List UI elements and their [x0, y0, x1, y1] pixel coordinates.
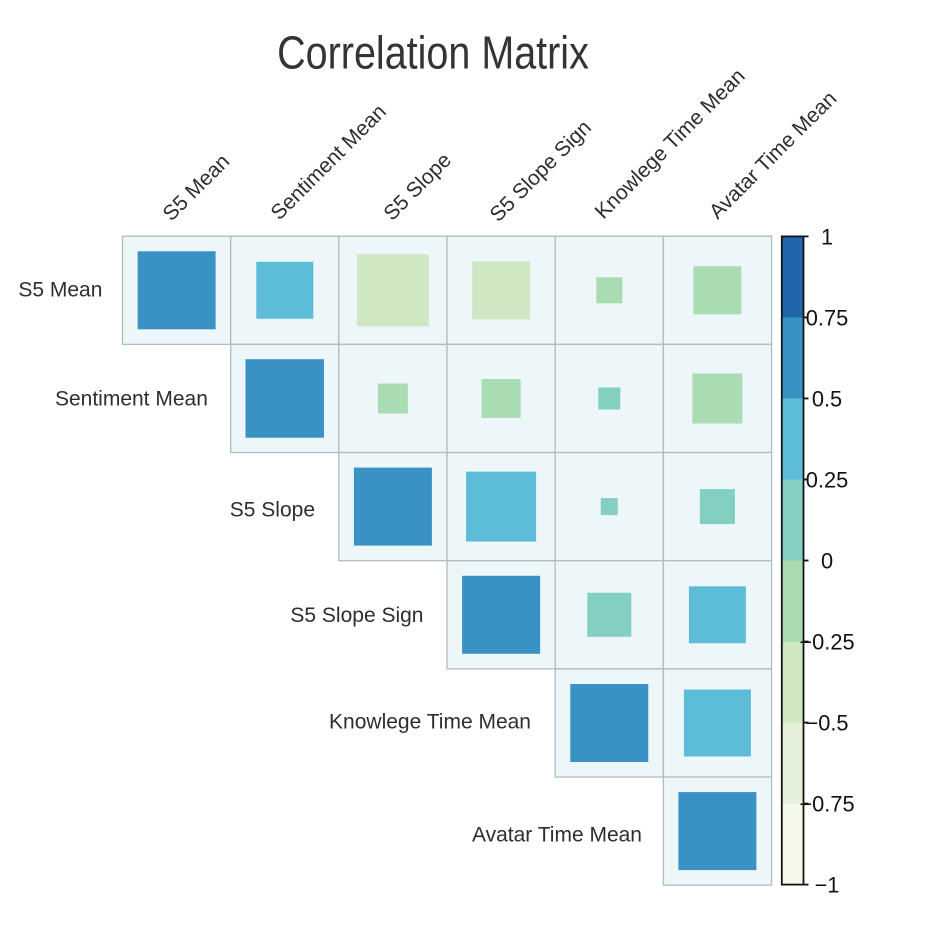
- svg-text:Knowlege Time Mean: Knowlege Time Mean: [329, 711, 531, 734]
- svg-text:1: 1: [821, 225, 833, 250]
- svg-text:−0.5: −0.5: [805, 711, 848, 736]
- svg-text:S5 Slope Sign: S5 Slope Sign: [290, 604, 423, 627]
- svg-text:Correlation Matrix: Correlation Matrix: [277, 28, 589, 79]
- svg-text:S5 Mean: S5 Mean: [18, 278, 102, 301]
- svg-text:0.75: 0.75: [806, 306, 848, 331]
- svg-text:−0.25: −0.25: [799, 630, 854, 655]
- svg-text:Avatar Time Mean: Avatar Time Mean: [472, 824, 642, 847]
- svg-text:S5 Slope: S5 Slope: [230, 499, 315, 522]
- svg-text:0: 0: [821, 549, 833, 574]
- svg-text:0.5: 0.5: [812, 387, 842, 412]
- svg-text:−0.75: −0.75: [799, 792, 854, 817]
- svg-text:0.25: 0.25: [806, 468, 848, 493]
- svg-text:Sentiment Mean: Sentiment Mean: [55, 388, 208, 411]
- svg-text:−1: −1: [815, 873, 840, 898]
